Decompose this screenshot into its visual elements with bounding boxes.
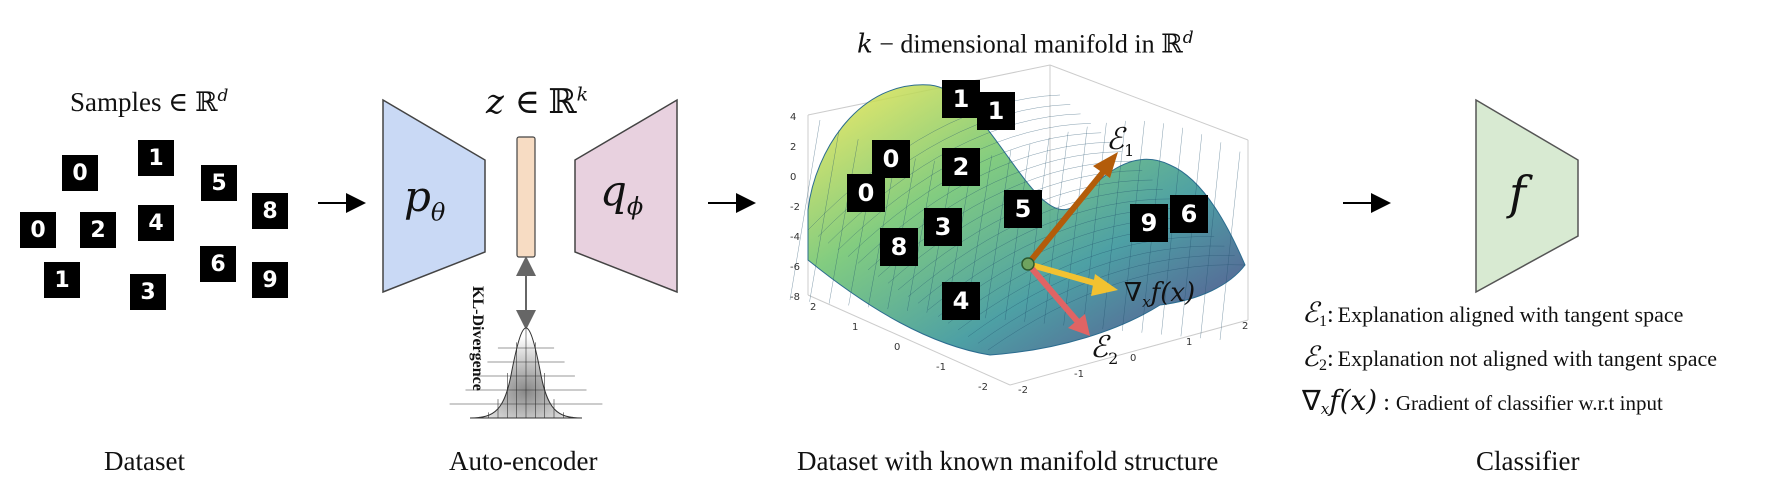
legend-e2-symbol: ℰ [1302, 340, 1319, 373]
caption-manifold: Dataset with known manifold structure [797, 446, 1219, 476]
e2-symbol: ℰ [1090, 330, 1109, 365]
legend-grad-subscript: x [1320, 400, 1330, 419]
manifold-digit-1: 1 [977, 92, 1015, 130]
gaussian-prior-mesh [449, 327, 603, 419]
ztick-label: -2 [1018, 385, 1028, 396]
latent-set: ∈ ℝ [514, 84, 577, 121]
e1-arrow [1025, 164, 1111, 266]
manifold-digit-2: 0 [872, 140, 910, 178]
dataset-digit-10: 3 [130, 274, 166, 310]
classifier-block [1475, 98, 1579, 294]
gradient-nabla: ∇ [1124, 278, 1143, 307]
ytick-label: -2 [790, 202, 800, 213]
dataset-digit-9: 1 [44, 262, 80, 298]
decoder-subscript: ϕ [626, 192, 644, 221]
manifold-digit-3: 2 [942, 148, 980, 186]
ytick-label: 4 [790, 112, 796, 123]
samples-word: Samples [70, 87, 162, 117]
manifold-digit-5: 5 [1004, 190, 1042, 228]
latent-label: z ∈ ℝk [486, 82, 588, 122]
xtick-label: 2 [810, 302, 816, 313]
e1-arrowhead [1093, 152, 1118, 178]
dataset-digit-0: 0 [62, 155, 98, 191]
xtick-label: -1 [936, 362, 946, 373]
latent-dim: k [576, 83, 589, 106]
ztick-label: 2 [1242, 321, 1248, 332]
decoder-block [574, 98, 678, 294]
e2-subscript: 2 [1108, 349, 1119, 368]
manifold-digit-4: 0 [847, 174, 885, 212]
e1-label: ℰ1 [1106, 122, 1134, 160]
manifold-title-text: − dimensional manifold in ℝ [872, 29, 1183, 59]
legend-row-e1: ℰ1: Explanation aligned with tangent spa… [1302, 296, 1684, 331]
samples-label: Samples ∈ ℝd [70, 86, 228, 118]
e2-arrowhead [1068, 314, 1090, 336]
latent-symbol: z [486, 82, 504, 122]
legend-e2-subscript: 2 [1318, 357, 1327, 375]
gradient-arrow [1027, 261, 1099, 287]
dataset-digit-6: 4 [138, 205, 174, 241]
dataset-digit-3: 8 [252, 193, 288, 229]
samples-set: ∈ ℝ [168, 87, 218, 117]
xtick-label: -2 [978, 382, 988, 393]
ztick-label: -1 [1074, 369, 1084, 380]
dataset-digit-8: 9 [252, 262, 288, 298]
legend-grad-nabla: ∇ [1302, 386, 1321, 417]
e2-arrow [1025, 262, 1081, 324]
legend-grad-function: f(x) [1329, 384, 1378, 417]
manifold-title: k − dimensional manifold in ℝd [857, 28, 1194, 60]
gradient-subscript: x [1142, 293, 1151, 312]
dataset-digit-5: 2 [80, 212, 116, 248]
base-point [1021, 257, 1035, 271]
latent-bar [516, 136, 536, 258]
encoder-symbol: p [404, 172, 431, 221]
manifold-digit-0: 1 [942, 80, 980, 118]
ytick-label: 2 [790, 142, 796, 153]
caption-classifier: Classifier [1476, 446, 1580, 476]
xtick-label: 0 [894, 342, 900, 353]
manifold-digit-6: 3 [924, 208, 962, 246]
gradient-function: f(x) [1150, 278, 1196, 308]
classifier-symbol: f [1509, 166, 1527, 220]
dataset-digit-7: 6 [200, 246, 236, 282]
e1-subscript: 1 [1124, 141, 1135, 160]
ztick-label: 1 [1186, 337, 1192, 348]
ytick-label: -8 [790, 292, 800, 303]
manifold-digit-10: 6 [1170, 195, 1208, 233]
decoder-symbol: q [600, 166, 627, 215]
e1-symbol: ℰ [1106, 122, 1125, 157]
e2-label: ℰ2 [1090, 330, 1118, 368]
ztick-label: 0 [1130, 353, 1136, 364]
legend-e2-text: Explanation not aligned with tangent spa… [1337, 346, 1718, 371]
dataset-digit-4: 0 [20, 212, 56, 248]
decoder-label: qϕ [600, 166, 643, 220]
encoder-subscript: θ [430, 198, 446, 227]
kl-divergence-label: KL-Divergence [469, 286, 486, 391]
manifold-digit-9: 9 [1130, 204, 1168, 242]
xtick-label: 1 [852, 322, 858, 333]
legend-row-e2: ℰ2: Explanation not aligned with tangent… [1302, 340, 1718, 375]
legend-e1-subscript: 1 [1318, 313, 1327, 331]
gradient-arrowhead [1091, 274, 1118, 296]
ytick-label: -6 [790, 262, 800, 273]
legend-e1-symbol: ℰ [1302, 296, 1319, 329]
dataset-digit-1: 1 [138, 140, 174, 176]
legend-grad-text: Gradient of classifier w.r.t input [1395, 391, 1663, 415]
manifold-digit-7: 8 [880, 228, 918, 266]
caption-dataset: Dataset [104, 446, 185, 476]
gradient-label: ∇xf(x) [1124, 278, 1195, 311]
encoder-block [382, 98, 486, 294]
manifold-title-k: k [857, 29, 873, 60]
manifold-title-dim: d [1182, 28, 1194, 48]
ytick-label: 0 [790, 172, 796, 183]
legend-e1-text: Explanation aligned with tangent space [1337, 302, 1684, 327]
encoder-label: pθ [404, 172, 445, 226]
caption-autoencoder: Auto-encoder [449, 446, 598, 476]
dataset-digit-2: 5 [201, 165, 237, 201]
samples-dim: d [217, 86, 229, 106]
manifold-digit-8: 4 [942, 282, 980, 320]
ytick-label: -4 [790, 232, 800, 243]
legend-row-gradient: ∇xf(x) : Gradient of classifier w.r.t in… [1302, 384, 1663, 419]
